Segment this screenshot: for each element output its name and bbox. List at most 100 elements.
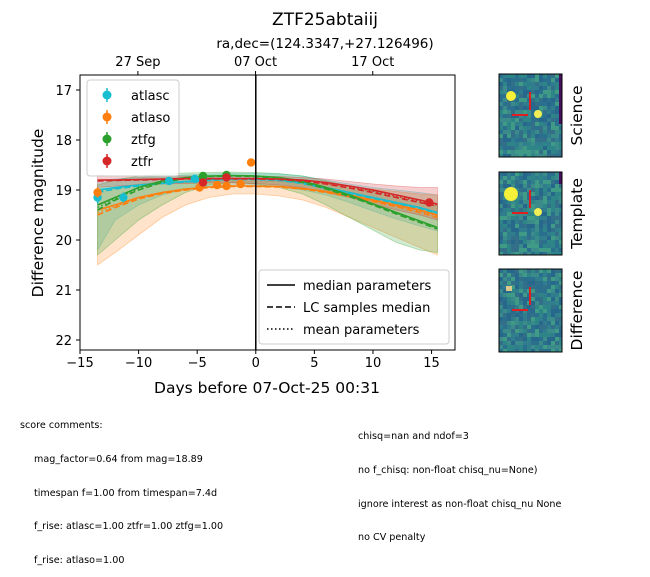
stamp-noise-pixel	[515, 78, 519, 82]
stamp-noise-pixel	[519, 252, 523, 255]
stamp-noise-pixel	[511, 180, 515, 184]
stamp-noise-pixel	[499, 118, 503, 122]
stamp-noise-pixel	[551, 94, 555, 98]
stamp-noise-pixel	[527, 134, 531, 138]
stamp-noise-pixel	[531, 248, 535, 252]
stamp-noise-pixel	[543, 110, 547, 114]
stamp-noise-pixel	[543, 180, 547, 184]
stamp-noise-pixel	[543, 146, 547, 150]
stamp-noise-pixel	[511, 349, 515, 352]
stamp-science: Science	[498, 73, 586, 158]
stamp-noise-pixel	[511, 244, 515, 248]
stamp-noise-pixel	[555, 293, 559, 297]
stamp-noise-pixel	[535, 86, 539, 90]
stamp-noise-pixel	[531, 150, 535, 154]
stamp-noise-pixel	[503, 349, 507, 352]
stamp-noise-pixel	[535, 232, 539, 236]
stamp-noise-pixel	[531, 232, 535, 236]
stamp-star	[506, 91, 516, 101]
stamp-noise-pixel	[547, 277, 551, 281]
stamp-noise-pixel	[551, 114, 555, 118]
stamp-noise-pixel	[503, 118, 507, 122]
stamp-noise-pixel	[531, 273, 535, 277]
stamp-noise-pixel	[543, 122, 547, 126]
stamp-noise-pixel	[515, 248, 519, 252]
stamp-noise-pixel	[511, 122, 515, 126]
stamp-noise-pixel	[523, 305, 527, 309]
stamp-noise-pixel	[539, 102, 543, 106]
stamp-noise-pixel	[519, 297, 523, 301]
stamp-noise-pixel	[515, 285, 519, 289]
stamp-noise-pixel	[539, 122, 543, 126]
stamp-noise-pixel	[511, 248, 515, 252]
stamp-noise-pixel	[547, 192, 551, 196]
stamp-noise-pixel	[531, 216, 535, 220]
stamp-noise-pixel	[515, 289, 519, 293]
plot-content	[93, 75, 438, 350]
stamp-noise-pixel	[535, 150, 539, 154]
stamp-noise-pixel	[531, 341, 535, 345]
stamp-noise-pixel	[547, 98, 551, 102]
stamp-noise-pixel	[515, 146, 519, 150]
stamp-noise-pixel	[519, 196, 523, 200]
stamp-noise-pixel	[499, 176, 503, 180]
stamp-noise-pixel	[555, 90, 559, 94]
stamp-noise-pixel	[555, 309, 559, 313]
stamp-noise-pixel	[547, 289, 551, 293]
stamp-noise-pixel	[543, 321, 547, 325]
stamp-noise-pixel	[531, 269, 535, 273]
stamp-noise-pixel	[555, 98, 559, 102]
stamp-noise-pixel	[547, 301, 551, 305]
stamp-noise-pixel	[515, 196, 519, 200]
stamp-noise-pixel	[535, 252, 539, 255]
stamp-noise-pixel	[499, 172, 503, 176]
stamp-noise-pixel	[551, 305, 555, 309]
legend-label: ztfr	[131, 155, 153, 170]
stamp-noise-pixel	[519, 277, 523, 281]
stamp-noise-pixel	[523, 208, 527, 212]
stamp-noise-pixel	[547, 341, 551, 345]
stamp-noise-pixel	[555, 110, 559, 114]
stamp-noise-pixel	[527, 172, 531, 176]
stamp-noise-pixel	[559, 252, 562, 255]
stamp-noise-pixel	[519, 74, 523, 78]
stamp-noise-pixel	[515, 98, 519, 102]
stamp-noise-pixel	[523, 345, 527, 349]
stamp-noise-pixel	[519, 98, 523, 102]
score-comments-right: chisq=nan and ndof=3 no f_chisq: non-flo…	[358, 409, 561, 555]
stamp-noise-pixel	[527, 341, 531, 345]
stamp-noise-pixel	[527, 349, 531, 352]
stamp-noise-pixel	[535, 293, 539, 297]
legend-label: ztfg	[131, 133, 156, 148]
stamp-noise-pixel	[503, 305, 507, 309]
stamp-noise-pixel	[531, 106, 535, 110]
stamp-noise-pixel	[551, 78, 555, 82]
stamp-noise-pixel	[539, 204, 543, 208]
stamp-noise-pixel	[519, 106, 523, 110]
stamp-noise-pixel	[535, 196, 539, 200]
stamp-noise-pixel	[555, 224, 559, 228]
stamp-noise-pixel	[515, 240, 519, 244]
stamp-noise-pixel	[539, 78, 543, 82]
stamp-noise-pixel	[519, 90, 523, 94]
mean-curve-atlaso	[97, 185, 438, 217]
stamp-noise-pixel	[559, 126, 562, 130]
stamp-noise-pixel	[507, 118, 511, 122]
stamp-noise-pixel	[531, 94, 535, 98]
stamp-noise-pixel	[543, 216, 547, 220]
stamp-noise-pixel	[503, 240, 507, 244]
stamp-noise-pixel	[511, 228, 515, 232]
stamp-noise-pixel	[551, 317, 555, 321]
stamp-noise-pixel	[507, 224, 511, 228]
stamp-noise-pixel	[531, 349, 535, 352]
stamp-noise-pixel	[555, 305, 559, 309]
stamp-noise-pixel	[519, 289, 523, 293]
stamp-noise-pixel	[555, 154, 559, 157]
stamp-noise-pixel	[551, 102, 555, 106]
stamp-noise-pixel	[547, 212, 551, 216]
stamp-noise-pixel	[559, 224, 562, 228]
stamp-noise-pixel	[555, 301, 559, 305]
stamp-noise-pixel	[523, 82, 527, 86]
stamp-noise-pixel	[535, 301, 539, 305]
stamp-noise-pixel	[531, 309, 535, 313]
